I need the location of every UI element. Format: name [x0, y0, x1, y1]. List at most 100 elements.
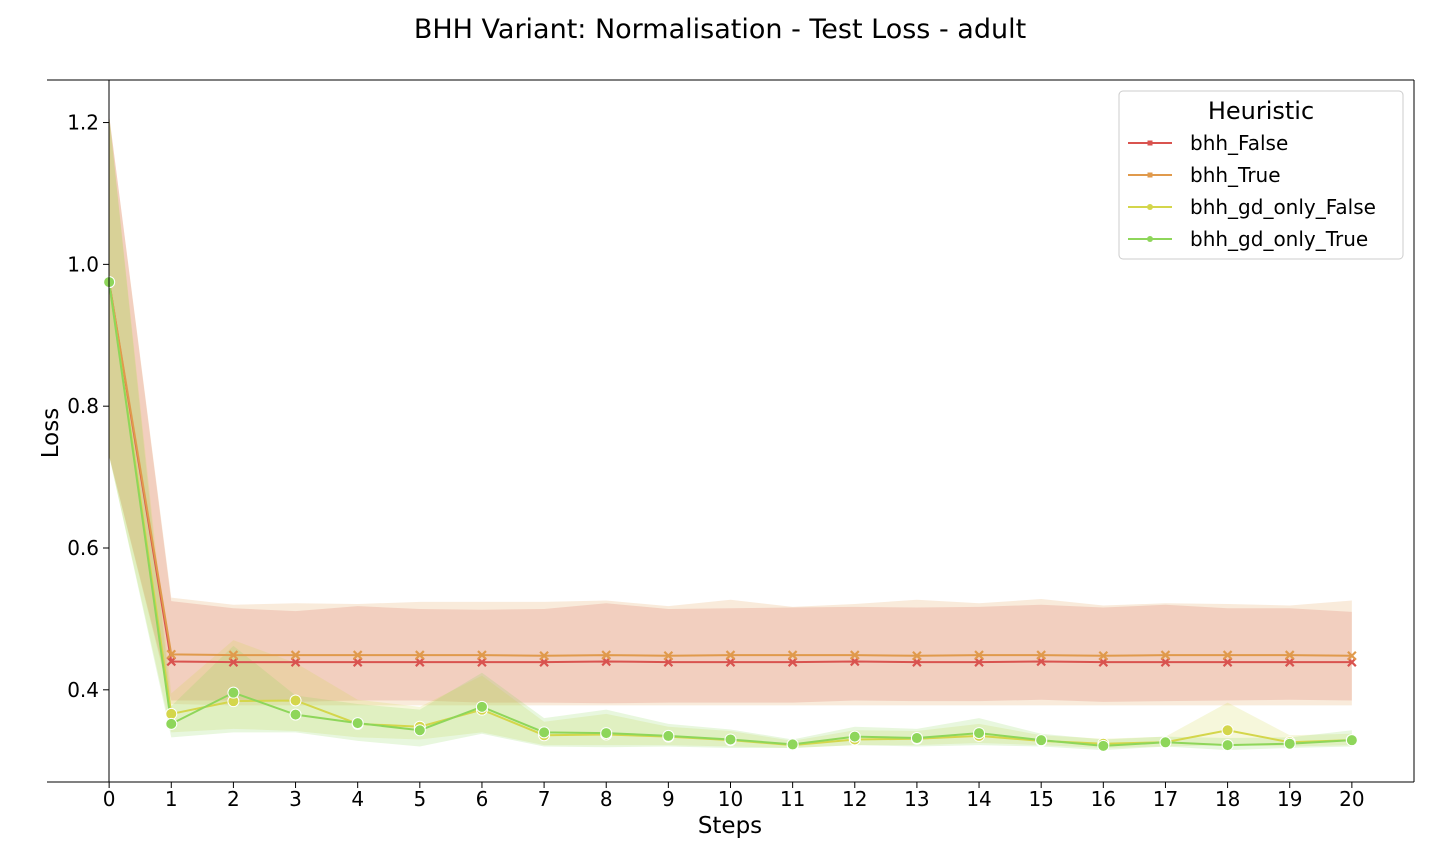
y-tick-label: 0.8 — [67, 394, 99, 418]
y-tick-label: 1.0 — [67, 252, 99, 276]
point-mark-bhh-true — [1036, 650, 1046, 660]
point-bhh-true — [228, 650, 239, 660]
x-tick-label: 4 — [351, 787, 364, 811]
legend-label-bhh-gd-only-false: bhh_gd_only_False — [1190, 195, 1376, 219]
x-tick-label: 3 — [289, 787, 302, 811]
y-axis-ticks: 0.4 0.6 0.8 1.0 1.2 — [67, 111, 109, 702]
legend-title: Heuristic — [1208, 97, 1314, 125]
x-tick-label: 15 — [1028, 787, 1053, 811]
point-bhh-gd-only-true — [662, 729, 675, 742]
point-bhh-gd-only-true — [227, 686, 240, 699]
point-bhh-gd-only-true — [351, 717, 364, 730]
point-bhh-false — [477, 657, 487, 667]
point-bhh-gd-only-true — [289, 708, 302, 721]
point-bhh-gd-only-true — [1345, 734, 1358, 747]
point-bhh-gd-only-true — [600, 727, 613, 740]
point-bhh-true — [663, 651, 674, 661]
point-bhh-gd-only-true — [475, 700, 488, 713]
point-mark-bhh-true — [352, 650, 363, 660]
point-mark-bhh-false — [974, 657, 984, 667]
point-bhh-false — [228, 657, 239, 667]
point-mark-bhh-true — [974, 650, 984, 660]
point-mark-bhh-false — [477, 657, 487, 667]
point-mark-bhh-true — [1222, 650, 1233, 660]
point-mark-bhh-true — [228, 650, 239, 660]
point-bhh-false — [1160, 657, 1171, 667]
legend-label-bhh-gd-only-true: bhh_gd_only_True — [1190, 227, 1368, 251]
x-tick-label: 18 — [1215, 787, 1240, 811]
x-tick-label: 13 — [904, 787, 929, 811]
point-mark-bhh-true — [1347, 651, 1357, 661]
legend-label-bhh-true: bhh_True — [1190, 163, 1281, 187]
line-bhh-true — [108, 281, 1352, 657]
y-tick-label: 0.6 — [67, 536, 99, 560]
point-bhh-false — [1222, 657, 1233, 667]
point-bhh-gd-only-true — [165, 717, 178, 730]
legend-label-bhh-false: bhh_False — [1190, 131, 1288, 155]
series-markers — [103, 276, 1358, 752]
x-tick-label: 9 — [662, 787, 675, 811]
point-bhh-true — [1098, 651, 1109, 661]
point-bhh-gd-only-true — [413, 724, 426, 737]
point-mark-bhh-true — [1284, 650, 1295, 660]
x-axis-label: Steps — [698, 813, 762, 839]
x-tick-label: 19 — [1277, 787, 1302, 811]
legend: Heuristic bhh_False bhh_True bhh_gd_only_F… — [1118, 90, 1404, 260]
band-bhh-true — [109, 115, 1352, 706]
x-tick-label: 2 — [227, 787, 240, 811]
x-tick-label: 14 — [966, 787, 991, 811]
point-mark-bhh-false — [1160, 657, 1171, 667]
point-mark-bhh-false — [1284, 657, 1295, 667]
x-tick-label: 1 — [165, 787, 178, 811]
band-bhh-gd-only-false — [109, 115, 1352, 748]
point-bhh-true — [912, 651, 922, 661]
point-bhh-gd-only-true — [910, 732, 923, 745]
x-tick-label: 16 — [1091, 787, 1116, 811]
point-bhh-gd-only-true — [1159, 736, 1172, 749]
x-tick-label: 17 — [1153, 787, 1178, 811]
point-mark-bhh-false — [166, 656, 177, 667]
legend-box — [1118, 90, 1404, 260]
point-bhh-true — [477, 650, 487, 660]
point-mark-bhh-false — [1222, 657, 1233, 667]
x-tick-label: 11 — [780, 787, 805, 811]
point-bhh-true — [290, 650, 301, 660]
legend-marker-bhh-false — [1147, 140, 1153, 146]
x-tick-label: 12 — [842, 787, 867, 811]
point-bhh-true — [352, 650, 363, 660]
point-mark-bhh-true — [477, 650, 487, 660]
point-bhh-false — [1284, 657, 1295, 667]
band-bhh-gd-only-true — [109, 115, 1352, 751]
x-tick-label: 7 — [538, 787, 551, 811]
y-axis-label: Loss — [38, 408, 64, 458]
point-bhh-gd-only-true — [1097, 739, 1110, 752]
point-bhh-true — [725, 650, 736, 660]
point-mark-bhh-true — [539, 651, 549, 661]
point-bhh-gd-only-true — [538, 726, 551, 739]
legend-entries: bhh_False bhh_True bhh_gd_only_False bhh_gd… — [1128, 131, 1376, 251]
point-mark-bhh-true — [415, 650, 425, 660]
legend-marker-bhh-gd-only-false — [1147, 204, 1153, 210]
point-mark-bhh-true — [787, 650, 798, 660]
point-bhh-true — [539, 651, 549, 661]
point-mark-bhh-true — [912, 651, 922, 661]
point-mark-bhh-false — [725, 657, 736, 667]
point-bhh-true — [1347, 651, 1357, 661]
point-bhh-gd-only-true — [1035, 734, 1048, 747]
point-bhh-true — [1284, 650, 1295, 660]
x-tick-label: 0 — [103, 787, 116, 811]
point-bhh-gd-only-false — [165, 707, 178, 720]
point-bhh-true — [1222, 650, 1233, 660]
point-mark-bhh-true — [290, 650, 301, 660]
x-tick-label: 20 — [1339, 787, 1364, 811]
point-mark-bhh-true — [1160, 650, 1171, 660]
band-bhh-false — [109, 115, 1352, 704]
legend-marker-bhh-gd-only-true — [1147, 236, 1153, 242]
point-mark-bhh-false — [290, 657, 301, 667]
point-bhh-true — [1036, 650, 1046, 660]
point-bhh-gd-only-true — [1283, 737, 1296, 750]
point-bhh-gd-only-true — [1221, 739, 1234, 752]
point-mark-bhh-true — [166, 649, 177, 660]
point-bhh-true — [601, 650, 612, 660]
